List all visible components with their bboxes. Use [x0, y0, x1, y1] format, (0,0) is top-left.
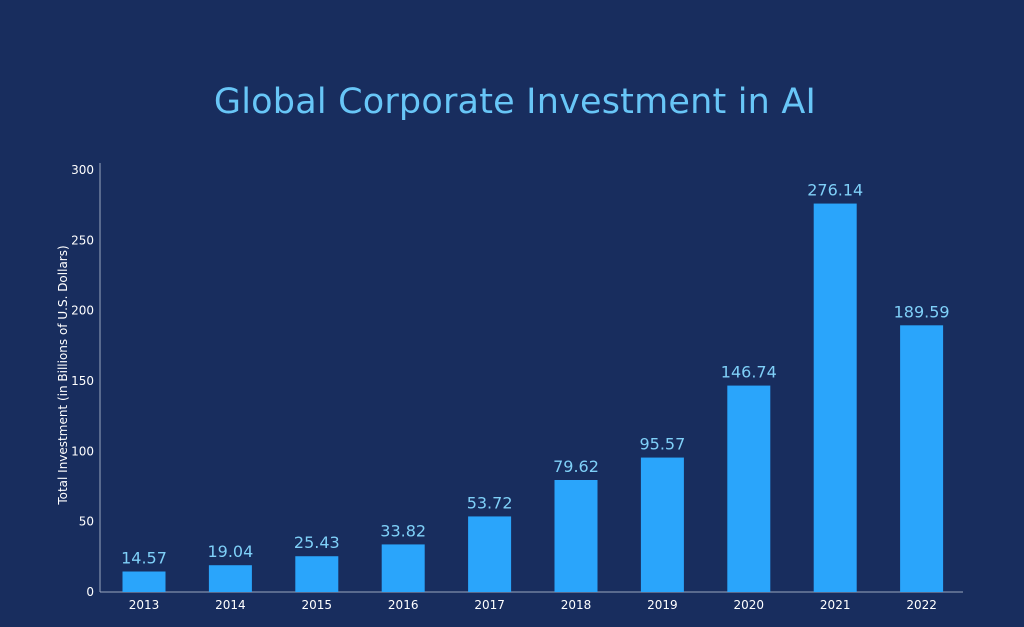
data-label: 189.59	[894, 302, 950, 321]
bar-2022	[900, 325, 944, 592]
y-tick-label: 0	[86, 585, 94, 599]
x-tick-label: 2016	[388, 598, 419, 612]
x-tick-label: 2021	[820, 598, 851, 612]
data-label: 276.14	[807, 181, 863, 200]
y-tick-labels: 0 50 100 150 200 250 300	[71, 163, 94, 599]
x-tick-label: 2020	[734, 598, 765, 612]
x-tick-label: 2015	[302, 598, 333, 612]
data-label: 19.04	[207, 542, 253, 561]
bars	[122, 203, 944, 593]
x-tick-label: 2019	[647, 598, 678, 612]
data-label: 33.82	[380, 521, 426, 540]
y-tick-label: 100	[71, 444, 94, 458]
bar-2015	[295, 556, 339, 592]
bar-2020	[727, 385, 771, 592]
y-tick-label: 250	[71, 233, 94, 247]
x-tick-label: 2014	[215, 598, 246, 612]
data-label: 95.57	[639, 435, 685, 454]
y-tick-label: 300	[71, 163, 94, 177]
x-tick-label: 2022	[906, 598, 937, 612]
x-tick-labels: 2013 2014 2015 2016 2017 2018 2019 2020 2021 2022	[129, 598, 937, 612]
data-label: 25.43	[294, 533, 340, 552]
bar-2016	[381, 544, 425, 592]
data-label: 79.62	[553, 457, 599, 476]
y-axis-title: Total Investment (in Billions of U.S. Do…	[56, 245, 70, 505]
y-tick-label: 50	[79, 515, 94, 529]
x-tick-label: 2013	[129, 598, 160, 612]
bar-2019	[640, 457, 684, 592]
x-tick-label: 2018	[561, 598, 592, 612]
bar-2021	[813, 203, 857, 593]
data-label: 14.57	[121, 549, 167, 568]
bar-2018	[554, 480, 598, 592]
x-tick-label: 2017	[474, 598, 505, 612]
chart-title: Global Corporate Investment in AI	[213, 82, 817, 122]
y-tick-label: 150	[71, 374, 94, 388]
data-label: 146.74	[721, 363, 777, 382]
bar-2017	[468, 516, 512, 592]
y-tick-label: 200	[71, 304, 94, 318]
data-label: 53.72	[467, 493, 513, 512]
bar-2013	[122, 571, 166, 592]
data-labels: 14.57 19.04 25.43 33.82 53.72 79.62 95.57 146.7…	[121, 181, 949, 568]
bar-2014	[208, 565, 252, 592]
